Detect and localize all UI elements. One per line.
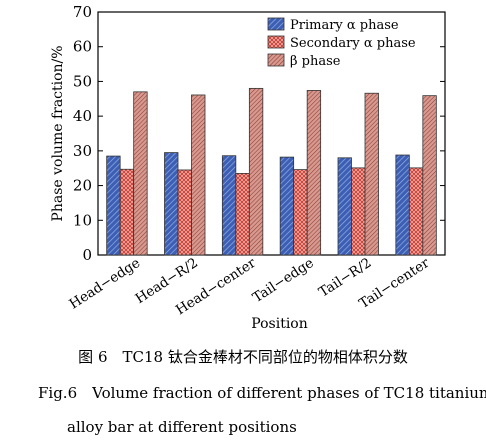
figure-caption-english-line2: alloy bar at different positions bbox=[67, 418, 297, 436]
legend: Primary α phase Secondary α phase β phase bbox=[267, 17, 416, 69]
bar-beta bbox=[191, 94, 206, 256]
y-tick-label: 20 bbox=[73, 177, 92, 195]
bar-secondary-alpha bbox=[235, 173, 250, 256]
x-tick-label: Tail−edge bbox=[250, 255, 317, 306]
y-tick-label: 0 bbox=[82, 246, 92, 264]
bar-primary-alpha bbox=[106, 155, 121, 256]
legend-swatch bbox=[267, 53, 285, 67]
bar-secondary-alpha bbox=[177, 169, 192, 256]
bar-primary-alpha bbox=[279, 156, 295, 256]
y-tick-label: 50 bbox=[73, 72, 92, 90]
bar-primary-alpha bbox=[395, 154, 410, 256]
bar-primary-alpha bbox=[221, 155, 237, 256]
figure-caption-chinese: 图 6 TC18 钛合金棒材不同部位的物相体积分数 bbox=[78, 348, 408, 366]
legend-label: Primary α phase bbox=[290, 18, 399, 33]
bar-secondary-alpha bbox=[408, 167, 424, 256]
figure-caption-english-line1: Fig.6 Volume fraction of different phase… bbox=[38, 384, 486, 402]
y-tick-label: 30 bbox=[73, 142, 92, 160]
legend-label: β phase bbox=[290, 54, 341, 69]
x-tick-label: Head−edge bbox=[66, 255, 143, 313]
bar-chart: 0 10 20 30 40 50 60 70 Phase volume fraction/% Po… bbox=[50, 3, 446, 332]
bar-primary-alpha bbox=[164, 152, 179, 256]
y-tick-label: 10 bbox=[73, 211, 92, 229]
bar-primary-alpha bbox=[337, 157, 352, 256]
legend-label: Secondary α phase bbox=[290, 36, 416, 51]
y-tick-label: 70 bbox=[73, 3, 92, 21]
y-axis-label: Phase volume fraction/% bbox=[50, 45, 66, 221]
bar-beta bbox=[364, 92, 379, 256]
bars bbox=[106, 87, 437, 256]
bar-secondary-alpha bbox=[119, 168, 135, 256]
bar-beta bbox=[248, 87, 264, 256]
y-tick-label: 60 bbox=[73, 38, 92, 56]
x-axis-label: Position bbox=[251, 316, 308, 332]
y-tick-label: 40 bbox=[73, 107, 92, 125]
bar-beta bbox=[306, 90, 322, 256]
bar-secondary-alpha bbox=[293, 169, 308, 256]
bar-beta bbox=[133, 91, 148, 256]
bar-secondary-alpha bbox=[351, 167, 366, 256]
legend-swatch bbox=[267, 17, 285, 31]
legend-swatch bbox=[267, 35, 285, 49]
plot-frame bbox=[97, 11, 446, 256]
bar-beta bbox=[422, 95, 437, 256]
